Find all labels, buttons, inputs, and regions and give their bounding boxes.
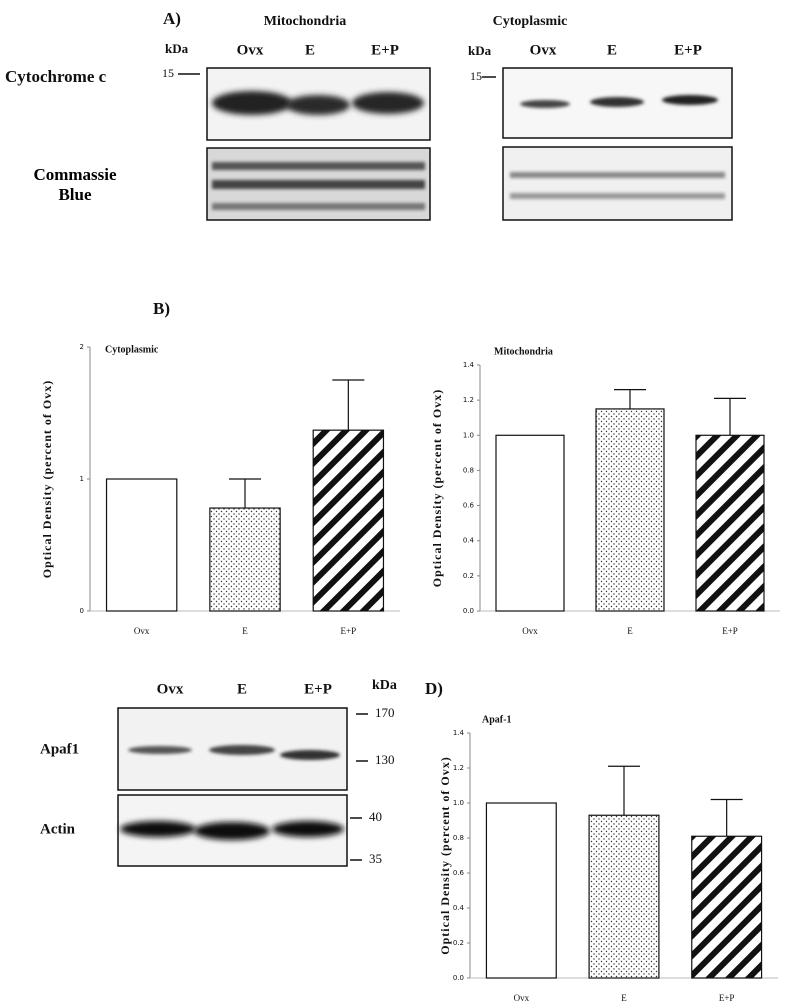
marker-label: 15 bbox=[470, 69, 482, 83]
panel-label: D) bbox=[425, 679, 443, 698]
lane-label: E bbox=[607, 42, 617, 58]
panel-label: B) bbox=[153, 299, 170, 318]
x-tick-label: E+P bbox=[341, 626, 357, 636]
blot-title: Cytoplasmic bbox=[493, 14, 568, 29]
y-tick-label: 1 bbox=[80, 475, 84, 483]
row-label: Cytochrome c bbox=[5, 67, 107, 86]
unit: kDa bbox=[468, 43, 492, 58]
y-tick-label: 0.8 bbox=[453, 834, 464, 842]
y-tick-label: 0.0 bbox=[453, 974, 464, 982]
lane-label: E bbox=[305, 42, 315, 58]
bar bbox=[485, 802, 557, 979]
blot bbox=[206, 67, 733, 221]
x-tick-label: Ovx bbox=[514, 993, 530, 1003]
y-axis-label: Optical Density (percent of Ovx) bbox=[40, 380, 54, 578]
marker-label: 40 bbox=[369, 809, 382, 824]
bar bbox=[595, 408, 665, 612]
row-label: Apaf1 bbox=[40, 741, 79, 757]
lane-label: Ovx bbox=[157, 681, 184, 697]
x-tick-label: E+P bbox=[719, 993, 735, 1003]
y-axis-label: Optical Density (percent of Ovx) bbox=[438, 756, 452, 954]
chart-title: Apaf-1 bbox=[482, 714, 511, 725]
x-tick-label: Ovx bbox=[134, 626, 150, 636]
lane-label: E+P bbox=[371, 42, 399, 58]
bar bbox=[691, 835, 763, 979]
bar bbox=[695, 434, 765, 612]
y-tick-label: 0.6 bbox=[463, 502, 475, 510]
blot-title: Mitochondria bbox=[264, 14, 346, 29]
row-label: Actin bbox=[40, 821, 76, 837]
bar bbox=[209, 507, 281, 612]
row-label-box: Commassie Blue bbox=[33, 165, 117, 204]
marker-label: 15 bbox=[162, 66, 174, 80]
y-tick-label: 1.4 bbox=[453, 729, 465, 737]
y-tick-label: 1.0 bbox=[453, 799, 464, 807]
y-tick-label: 1.2 bbox=[453, 764, 464, 772]
bar bbox=[105, 478, 178, 612]
x-tick-label: E bbox=[627, 626, 633, 636]
unit: kDa bbox=[165, 41, 189, 56]
y-tick-label: 0 bbox=[80, 607, 84, 615]
x-tick-label: E+P bbox=[722, 626, 738, 636]
y-tick-label: 0.2 bbox=[463, 572, 474, 580]
bar bbox=[588, 814, 660, 979]
y-axis-label: Optical Density (percent of Ovx) bbox=[430, 389, 444, 587]
y-tick-label: 0.4 bbox=[453, 904, 465, 912]
y-tick-label: 1.2 bbox=[463, 396, 474, 404]
panel-label: A) bbox=[163, 9, 181, 28]
y-tick-label: 0.0 bbox=[463, 607, 474, 615]
unit: kDa bbox=[372, 678, 397, 693]
bar bbox=[312, 429, 385, 612]
y-tick-label: 2 bbox=[80, 343, 84, 351]
y-tick-label: 1.4 bbox=[463, 361, 475, 369]
lane-label: E bbox=[237, 681, 247, 697]
y-tick-label: 0.6 bbox=[453, 869, 465, 877]
y-tick-label: 0.8 bbox=[463, 466, 474, 474]
blot bbox=[117, 707, 348, 867]
lane-label: E+P bbox=[304, 681, 332, 697]
chart-title: Cytoplasmic bbox=[105, 344, 159, 355]
bar bbox=[495, 434, 565, 612]
marker-label: 130 bbox=[375, 752, 395, 767]
lane-label: Ovx bbox=[530, 42, 557, 58]
x-tick-label: E bbox=[621, 993, 627, 1003]
lane-label: E+P bbox=[674, 42, 702, 58]
marker-label: 170 bbox=[375, 705, 395, 720]
y-tick-label: 0.4 bbox=[463, 537, 475, 545]
row-label: Commassie Blue bbox=[33, 165, 117, 204]
marker-label: 35 bbox=[369, 851, 382, 866]
lane-label: Ovx bbox=[237, 42, 264, 58]
x-tick-label: E bbox=[242, 626, 248, 636]
y-tick-label: 1.0 bbox=[463, 431, 474, 439]
chart-title: Mitochondria bbox=[494, 346, 553, 357]
y-tick-label: 0.2 bbox=[453, 939, 464, 947]
x-tick-label: Ovx bbox=[522, 626, 538, 636]
